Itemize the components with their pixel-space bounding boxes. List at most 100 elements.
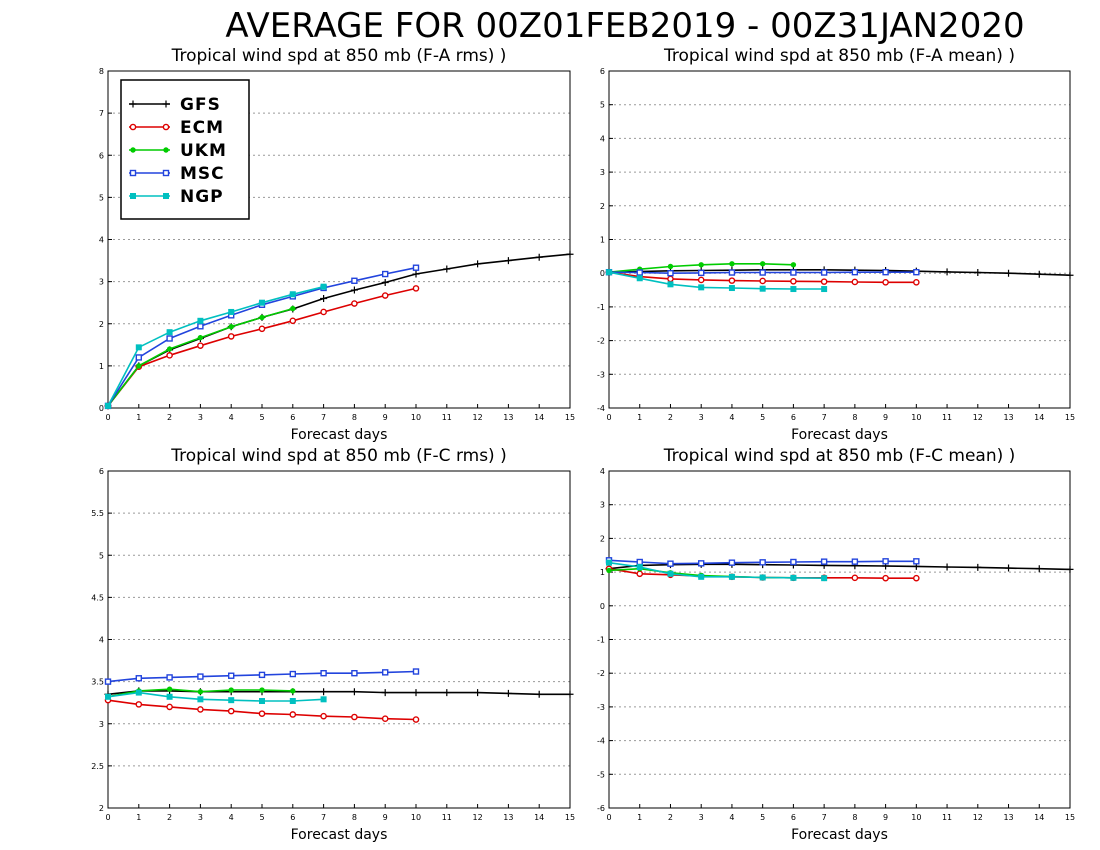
- data-point-ecm: [728, 277, 736, 284]
- x-tick-label: 11: [442, 413, 452, 422]
- data-point-msc: [882, 268, 889, 276]
- y-tick-label: 4: [99, 636, 104, 645]
- data-point-gfs: [1005, 564, 1013, 572]
- x-tick-label: 14: [1034, 813, 1044, 822]
- figure-title: AVERAGE FOR 00Z01FEB2019 - 00Z31JAN2020: [225, 6, 1024, 46]
- x-tick-label: 8: [352, 413, 357, 422]
- data-point-ukm: [290, 305, 296, 312]
- data-point-gfs: [381, 689, 389, 697]
- legend-item-ngp: NGP: [129, 187, 223, 207]
- y-tick-label: 3: [99, 720, 104, 729]
- y-tick-label: 1: [99, 362, 104, 371]
- data-point-ngp: [320, 283, 327, 290]
- data-point-msc: [698, 269, 705, 277]
- y-tick-label: 5: [99, 193, 104, 202]
- data-point-msc: [197, 673, 204, 680]
- x-tick-label: 0: [105, 813, 110, 822]
- x-tick-label: 5: [760, 413, 765, 422]
- series-ngp: [606, 269, 828, 293]
- x-tick-label: 3: [198, 813, 203, 822]
- data-point-ngp: [320, 696, 327, 703]
- data-point-msc: [382, 270, 389, 278]
- x-tick-label: 1: [637, 813, 642, 822]
- data-point-ecm: [166, 352, 173, 359]
- x-tick-label: 10: [411, 813, 421, 822]
- data-point-gfs: [1035, 270, 1043, 278]
- data-point-ngp: [166, 329, 173, 336]
- data-point-ngp: [759, 574, 766, 581]
- data-point-ukm: [759, 261, 766, 267]
- x-tick-label: 13: [1003, 813, 1013, 822]
- data-point-msc: [351, 277, 358, 284]
- data-point-ngp: [790, 574, 797, 581]
- x-tick-label: 6: [791, 413, 796, 422]
- data-point-ecm: [759, 277, 766, 285]
- x-tick-label: 9: [383, 813, 388, 822]
- data-point-ukm: [228, 687, 234, 693]
- chart-fc-rms: Tropical wind spd at 850 mb (F-C rms) ) 2…: [91, 446, 575, 843]
- series-line-gfs: [608, 268, 1071, 276]
- data-point-ngp: [821, 575, 828, 582]
- data-point-msc: [227, 672, 235, 679]
- y-tick-label: 2: [99, 320, 104, 329]
- y-tick-label: 3: [99, 278, 104, 287]
- data-point-ukm: [136, 363, 142, 369]
- data-point-ecm: [913, 278, 920, 286]
- series-line-msc: [107, 266, 417, 407]
- data-point-gfs: [1035, 565, 1043, 573]
- data-point-ngp: [667, 570, 674, 577]
- legend-marker: [163, 193, 169, 199]
- data-point-ukm: [790, 262, 797, 268]
- data-point-ngp: [728, 285, 735, 292]
- data-point-ngp: [197, 696, 204, 703]
- y-tick-label: 3: [600, 501, 605, 510]
- data-point-gfs: [566, 690, 574, 698]
- data-point-ukm: [197, 689, 204, 695]
- data-point-ecm: [636, 570, 644, 578]
- data-point-gfs: [566, 250, 574, 258]
- data-point-ngp: [259, 299, 265, 306]
- x-tick-label: 9: [883, 813, 888, 822]
- y-tick-label: 5.5: [91, 509, 104, 518]
- data-point-ukm: [259, 687, 265, 693]
- data-point-ecm: [882, 278, 889, 286]
- data-point-ukm: [290, 688, 296, 694]
- data-point-ecm: [166, 703, 173, 711]
- y-tick-label: 6: [600, 67, 605, 76]
- legend-label: ECM: [180, 118, 224, 138]
- data-point-ngp: [698, 284, 705, 291]
- data-point-ngp: [759, 285, 766, 292]
- data-point-msc: [320, 670, 327, 677]
- plot-frame: [608, 70, 1071, 409]
- legend-marker: [129, 100, 137, 108]
- y-tick-label: -6: [597, 804, 605, 813]
- y-tick-label: -3: [597, 370, 605, 379]
- data-point-ecm: [697, 276, 705, 284]
- y-tick-label: -1: [597, 303, 605, 312]
- data-point-ecm: [197, 706, 204, 713]
- data-point-ngp: [166, 693, 173, 700]
- data-point-msc: [636, 269, 643, 276]
- x-tick-label: 15: [1065, 813, 1075, 822]
- x-tick-label: 4: [729, 813, 734, 822]
- data-point-ngp: [606, 269, 612, 276]
- y-tick-label: 1: [600, 236, 605, 245]
- x-tick-label: 2: [668, 413, 673, 422]
- data-point-ecm: [851, 574, 859, 582]
- data-point-ecm: [381, 715, 389, 722]
- chart-panels: Tropical wind spd at 850 mb (F-A rms) ) 0…: [91, 46, 1075, 843]
- series-ngp: [105, 283, 327, 409]
- legend-label: GFS: [180, 95, 221, 115]
- data-point-ngp: [667, 281, 674, 288]
- series-line-gfs: [107, 690, 570, 696]
- x-tick-label: 8: [352, 813, 357, 822]
- y-tick-label: 1: [600, 568, 605, 577]
- x-tick-label: 7: [822, 813, 827, 822]
- data-point-gfs: [974, 563, 982, 571]
- y-tick-label: -4: [597, 737, 605, 746]
- x-axis-label: Forecast days: [791, 427, 888, 443]
- data-point-ecm: [820, 278, 828, 285]
- data-point-ecm: [913, 574, 920, 582]
- data-point-ngp: [289, 291, 296, 298]
- legend-marker: [129, 169, 137, 177]
